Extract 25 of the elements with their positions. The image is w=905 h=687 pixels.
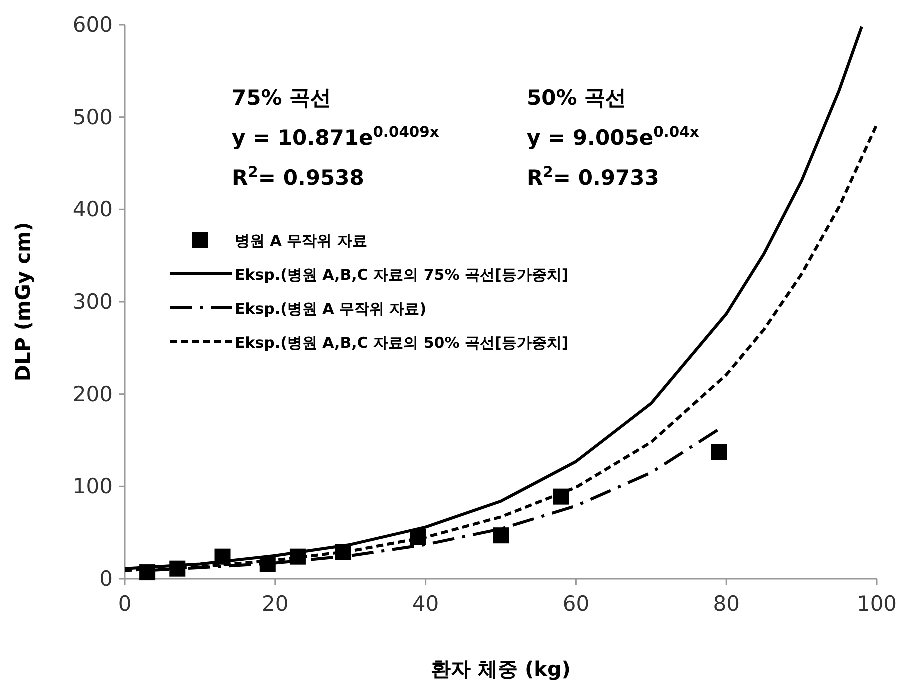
legend-label: 병원 A 무작위 자료 [235,232,368,250]
y-tick-label: 600 [72,13,113,37]
y-tick-label: 100 [72,474,113,499]
annotation: y = 9.005e$^{0.04x}$ [527,124,700,150]
y-tick-label: 200 [72,382,113,406]
y-tick-label: 400 [72,198,113,222]
x-tick-label: 100 [856,592,898,616]
x-tick-label: 0 [118,592,132,616]
x-axis-title: 환자 체중 (kg) [431,657,571,681]
x-tick-label: 60 [562,592,590,616]
y-tick-label: 500 [72,105,113,130]
annotation: y = 10.871e$^{0.0409x}$ [232,124,440,150]
y-tick-label: 300 [72,290,113,314]
y-axis-title: DLP (mGy cm) [11,222,35,382]
x-tick-label: 80 [713,592,740,616]
annotation: R$^{2}$= 0.9733 [527,164,660,190]
legend-label: Eksp.(병원 A,B,C 자료의 75% 곡선[등가중치] [235,266,569,284]
annotation: 75% 곡선 [232,86,332,110]
x-tick-label: 40 [412,592,440,616]
annotation: R$^{2}$= 0.9538 [232,164,364,190]
y-tick-label: 0 [100,567,113,591]
legend-label: Eksp.(병원 A,B,C 자료의 50% 곡선[등가중치] [235,334,569,352]
x-tick-label: 20 [262,592,289,616]
annotation: 50% 곡선 [527,86,627,110]
legend-label: Eksp.(병원 A 무작위 자료) [235,300,427,318]
